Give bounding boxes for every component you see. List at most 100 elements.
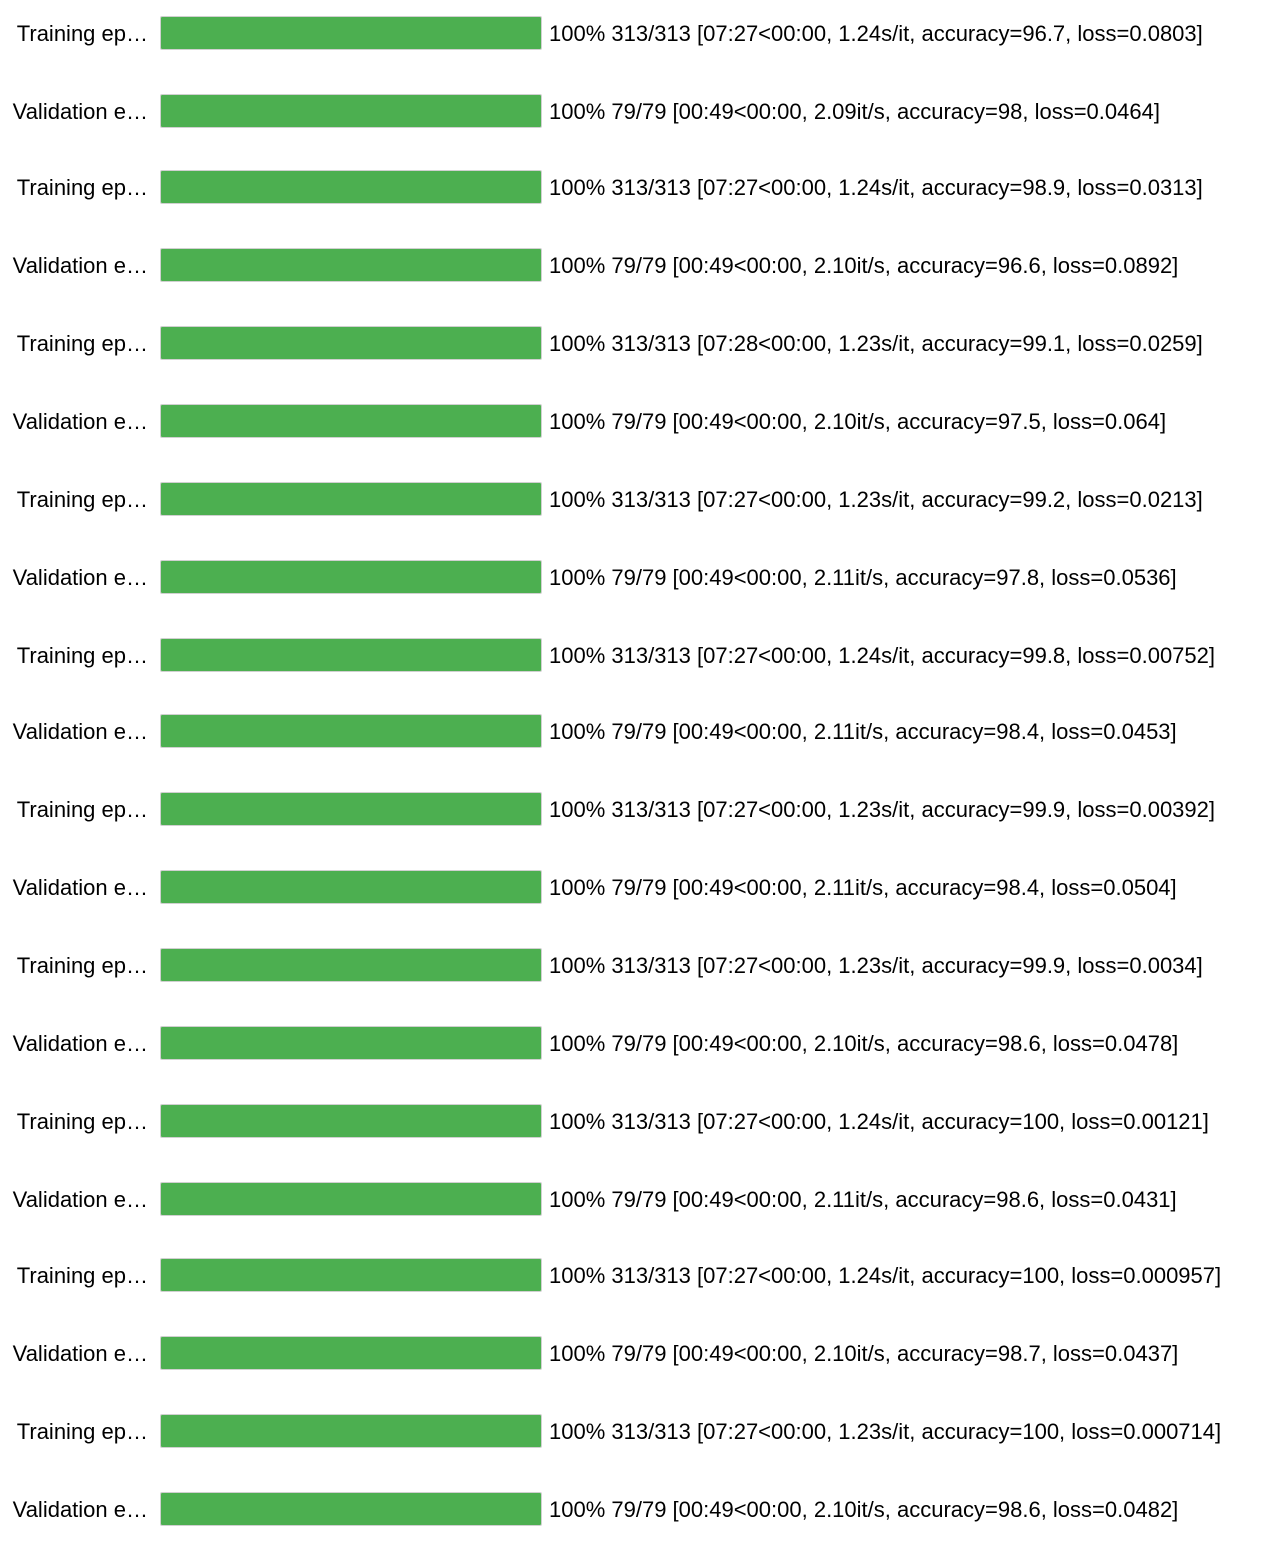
progress-bar xyxy=(160,792,542,826)
progress-bar-fill xyxy=(161,1415,541,1447)
row-status: 100% 313/313 [07:27<00:00, 1.24s/it, acc… xyxy=(549,1263,1222,1288)
progress-bar-fill xyxy=(161,171,541,203)
progress-bar xyxy=(160,1336,542,1370)
progress-row-5: Training ep… 100% 313/313 [07:28<00:00, … xyxy=(0,326,1288,362)
row-status: 100% 313/313 [07:27<00:00, 1.23s/it, acc… xyxy=(549,1419,1222,1444)
progress-bar-fill xyxy=(161,249,541,281)
progress-bar-fill xyxy=(161,483,541,515)
row-status: 100% 313/313 [07:28<00:00, 1.23s/it, acc… xyxy=(549,331,1203,356)
row-label: Training ep… xyxy=(16,1263,148,1288)
progress-bar xyxy=(160,1258,542,1292)
row-status: 100% 313/313 [07:27<00:00, 1.24s/it, acc… xyxy=(549,1109,1209,1134)
row-status: 100% 79/79 [00:49<00:00, 2.10it/s, accur… xyxy=(549,1031,1179,1056)
progress-bar-fill xyxy=(161,1493,541,1525)
row-label: Validation e… xyxy=(12,99,148,124)
row-label: Validation e… xyxy=(12,409,148,434)
progress-bar-fill xyxy=(161,95,541,127)
row-label: Training ep… xyxy=(16,1419,148,1444)
progress-row-7: Training ep… 100% 313/313 [07:27<00:00, … xyxy=(0,482,1288,518)
progress-bar xyxy=(160,170,542,204)
row-status: 100% 79/79 [00:49<00:00, 2.09it/s, accur… xyxy=(549,99,1160,124)
row-label: Validation e… xyxy=(12,565,148,590)
progress-row-1: Training ep… 100% 313/313 [07:27<00:00, … xyxy=(0,16,1288,52)
progress-bar-fill xyxy=(161,871,541,903)
row-label: Training ep… xyxy=(16,175,148,200)
progress-bar xyxy=(160,404,542,438)
progress-bar xyxy=(160,714,542,748)
row-label: Training ep… xyxy=(16,331,148,356)
progress-bar xyxy=(160,16,542,50)
progress-bar-fill xyxy=(161,793,541,825)
row-status: 100% 79/79 [00:49<00:00, 2.11it/s, accur… xyxy=(549,875,1177,900)
progress-bar-fill xyxy=(161,1183,541,1215)
progress-bar xyxy=(160,1104,542,1138)
progress-bar xyxy=(160,560,542,594)
progress-bar-fill xyxy=(161,949,541,981)
row-status: 100% 313/313 [07:27<00:00, 1.23s/it, acc… xyxy=(549,487,1203,512)
progress-bar xyxy=(160,948,542,982)
progress-bar-fill xyxy=(161,715,541,747)
row-status: 100% 79/79 [00:49<00:00, 2.10it/s, accur… xyxy=(549,253,1179,278)
row-status: 100% 313/313 [07:27<00:00, 1.24s/it, acc… xyxy=(549,175,1203,200)
row-status: 100% 79/79 [00:49<00:00, 2.10it/s, accur… xyxy=(549,1497,1179,1522)
row-status: 100% 79/79 [00:49<00:00, 2.10it/s, accur… xyxy=(549,1341,1179,1366)
progress-bar-fill xyxy=(161,1337,541,1369)
row-status: 100% 79/79 [00:49<00:00, 2.11it/s, accur… xyxy=(549,719,1177,744)
row-label: Validation e… xyxy=(12,875,148,900)
progress-bar-fill xyxy=(161,639,541,671)
progress-bar xyxy=(160,870,542,904)
progress-bar xyxy=(160,1492,542,1526)
row-label: Training ep… xyxy=(16,953,148,978)
progress-bar xyxy=(160,638,542,672)
progress-bar-fill xyxy=(161,17,541,49)
progress-row-14: Validation e… 100% 79/79 [00:49<00:00, 2… xyxy=(0,1026,1288,1062)
progress-row-13: Training ep… 100% 313/313 [07:27<00:00, … xyxy=(0,948,1288,984)
progress-bar xyxy=(160,326,542,360)
progress-bar-fill xyxy=(161,1259,541,1291)
progress-row-19: Training ep… 100% 313/313 [07:27<00:00, … xyxy=(0,1414,1288,1450)
progress-row-9: Training ep… 100% 313/313 [07:27<00:00, … xyxy=(0,638,1288,674)
row-status: 100% 79/79 [00:49<00:00, 2.11it/s, accur… xyxy=(549,1187,1177,1212)
progress-row-11: Training ep… 100% 313/313 [07:27<00:00, … xyxy=(0,792,1288,828)
row-label: Validation e… xyxy=(12,253,148,278)
progress-row-3: Training ep… 100% 313/313 [07:27<00:00, … xyxy=(0,170,1288,206)
row-status: 100% 79/79 [00:49<00:00, 2.10it/s, accur… xyxy=(549,409,1167,434)
row-status: 100% 313/313 [07:27<00:00, 1.23s/it, acc… xyxy=(549,797,1215,822)
progress-row-12: Validation e… 100% 79/79 [00:49<00:00, 2… xyxy=(0,870,1288,906)
progress-row-18: Validation e… 100% 79/79 [00:49<00:00, 2… xyxy=(0,1336,1288,1372)
progress-bar-fill xyxy=(161,561,541,593)
progress-bar xyxy=(160,1414,542,1448)
row-status: 100% 313/313 [07:27<00:00, 1.24s/it, acc… xyxy=(549,21,1203,46)
row-status: 100% 313/313 [07:27<00:00, 1.24s/it, acc… xyxy=(549,643,1215,668)
row-label: Training ep… xyxy=(16,21,148,46)
row-label: Training ep… xyxy=(16,643,148,668)
row-label: Training ep… xyxy=(16,797,148,822)
row-label: Training ep… xyxy=(16,487,148,512)
progress-bar-fill xyxy=(161,1105,541,1137)
progress-row-15: Training ep… 100% 313/313 [07:27<00:00, … xyxy=(0,1104,1288,1140)
row-status: 100% 79/79 [00:49<00:00, 2.11it/s, accur… xyxy=(549,565,1177,590)
progress-row-8: Validation e… 100% 79/79 [00:49<00:00, 2… xyxy=(0,560,1288,596)
row-label: Validation e… xyxy=(12,719,148,744)
progress-row-17: Training ep… 100% 313/313 [07:27<00:00, … xyxy=(0,1258,1288,1294)
progress-row-6: Validation e… 100% 79/79 [00:49<00:00, 2… xyxy=(0,404,1288,440)
progress-bar xyxy=(160,94,542,128)
row-label: Validation e… xyxy=(12,1341,148,1366)
row-label: Training ep… xyxy=(16,1109,148,1134)
row-label: Validation e… xyxy=(12,1031,148,1056)
row-status: 100% 313/313 [07:27<00:00, 1.23s/it, acc… xyxy=(549,953,1203,978)
progress-bar-fill xyxy=(161,327,541,359)
progress-bar xyxy=(160,248,542,282)
progress-bar xyxy=(160,482,542,516)
progress-bar xyxy=(160,1182,542,1216)
progress-row-4: Validation e… 100% 79/79 [00:49<00:00, 2… xyxy=(0,248,1288,284)
progress-row-16: Validation e… 100% 79/79 [00:49<00:00, 2… xyxy=(0,1182,1288,1218)
progress-row-20: Validation e… 100% 79/79 [00:49<00:00, 2… xyxy=(0,1492,1288,1528)
progress-bar-fill xyxy=(161,1027,541,1059)
progress-row-10: Validation e… 100% 79/79 [00:49<00:00, 2… xyxy=(0,714,1288,750)
progress-bar-fill xyxy=(161,405,541,437)
row-label: Validation e… xyxy=(12,1497,148,1522)
row-label: Validation e… xyxy=(12,1187,148,1212)
progress-bar xyxy=(160,1026,542,1060)
